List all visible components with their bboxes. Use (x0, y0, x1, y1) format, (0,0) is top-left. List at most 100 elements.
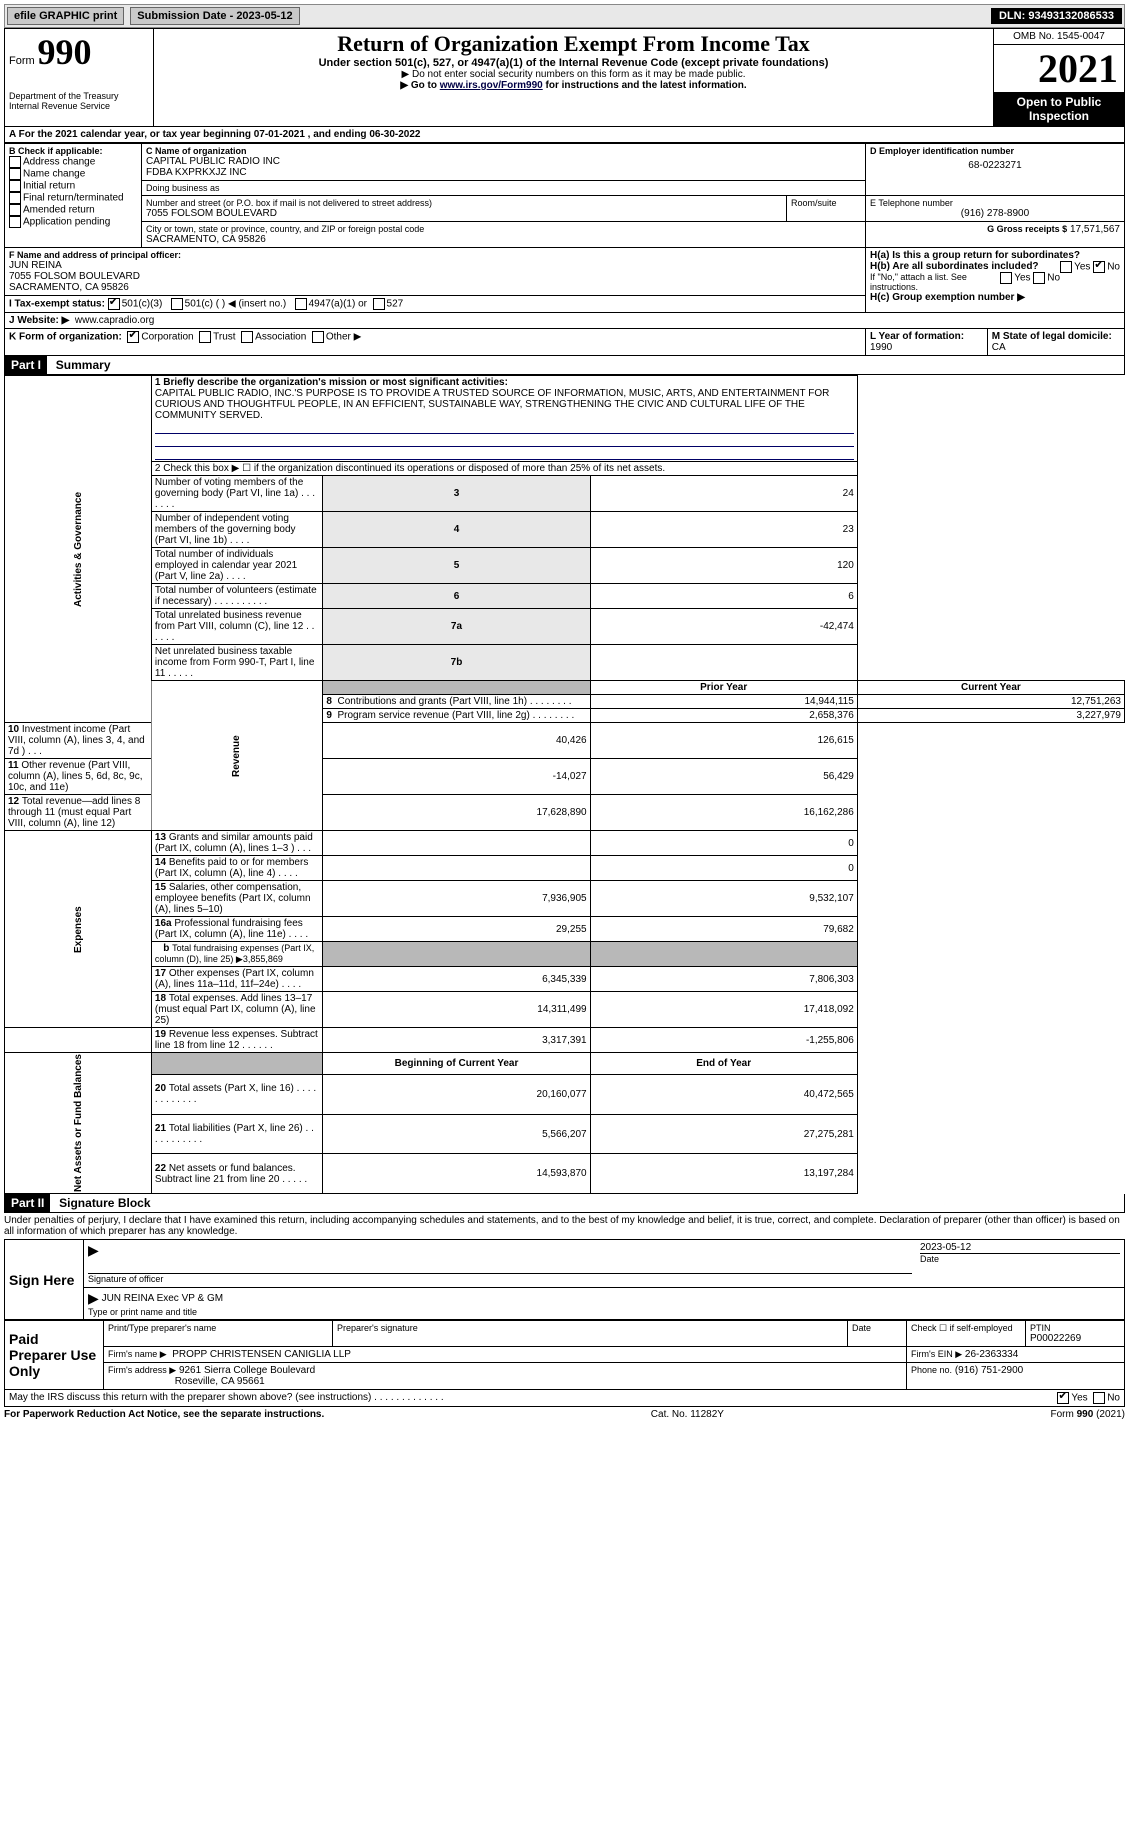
4947-label: 4947(a)(1) or (309, 299, 367, 310)
sec-revenue: Revenue (151, 681, 322, 831)
domicile-label: M State of legal domicile: (992, 331, 1112, 342)
mission-line-3 (155, 447, 854, 460)
irs-form990-link[interactable]: www.irs.gov/Form990 (440, 80, 543, 91)
4947-checkbox[interactable] (295, 298, 307, 310)
row5-text: Total number of individuals employed in … (151, 548, 322, 584)
officer-typed-name: JUN REINA Exec VP & GM (102, 1293, 224, 1304)
501c3-checkbox[interactable] (108, 298, 120, 310)
sec-expenses: Expenses (5, 831, 152, 1028)
org-name-label: C Name of organization (146, 146, 861, 156)
form-subtitle: Under section 501(c), 527, or 4947(a)(1)… (158, 57, 989, 69)
firm-addr2: Roseville, CA 95661 (175, 1376, 265, 1387)
addr-change-checkbox[interactable] (9, 156, 21, 168)
r13c: 0 (590, 831, 857, 856)
page-footer: For Paperwork Reduction Act Notice, see … (4, 1407, 1125, 1420)
sig-date-value: 2023-05-12 (920, 1242, 1120, 1253)
type-name-label: Type or print name and title (88, 1307, 1120, 1317)
ha-no-checkbox[interactable] (1093, 261, 1105, 273)
r17p: 6,345,339 (323, 967, 590, 992)
r18p: 14,311,499 (323, 992, 590, 1028)
row5-box: 5 (323, 548, 590, 584)
initial-return-checkbox[interactable] (9, 180, 21, 192)
footer-mid: Cat. No. 11282Y (651, 1409, 724, 1420)
501c-checkbox[interactable] (171, 298, 183, 310)
hb-yes: Yes (1014, 273, 1030, 284)
city-value: SACRAMENTO, CA 95826 (146, 234, 861, 245)
r15p: 7,936,905 (323, 881, 590, 917)
r21p: 5,566,207 (323, 1114, 590, 1154)
name-change-checkbox[interactable] (9, 168, 21, 180)
assoc-label: Association (255, 332, 306, 343)
prep-name-label: Print/Type preparer's name (108, 1323, 328, 1333)
r20c: 40,472,565 (590, 1075, 857, 1115)
hb-no-checkbox[interactable] (1033, 272, 1045, 284)
r8c: 12,751,263 (857, 695, 1124, 709)
trust-checkbox[interactable] (199, 331, 211, 343)
gross-receipts-value: 17,571,567 (1070, 224, 1120, 235)
527-checkbox[interactable] (373, 298, 385, 310)
r12n: 12 (8, 796, 19, 807)
col-end: End of Year (590, 1053, 857, 1075)
hb-yes-checkbox[interactable] (1000, 272, 1012, 284)
r17n: 17 (155, 968, 166, 979)
r16at: Professional fundraising fees (Part IX, … (155, 918, 308, 940)
preparer-table: Paid Preparer Use Only Print/Type prepar… (4, 1320, 1125, 1407)
year-formation-value: 1990 (870, 342, 892, 353)
other-checkbox[interactable] (312, 331, 324, 343)
row7b-box: 7b (323, 645, 590, 681)
discuss-yes: Yes (1071, 1393, 1087, 1404)
q1-label: 1 Briefly describe the organization's mi… (155, 377, 854, 388)
assoc-checkbox[interactable] (241, 331, 253, 343)
blank-header-2 (151, 1053, 322, 1075)
check-self-employed: Check ☐ if self-employed (911, 1323, 1021, 1334)
officer-addr1: 7055 FOLSOM BOULEVARD (9, 271, 861, 282)
form-number: 990 (37, 32, 91, 72)
footer-form-num: 990 (1077, 1409, 1094, 1420)
dba-label: Doing business as (146, 183, 861, 193)
prep-date-label: Date (852, 1323, 902, 1333)
form-title: Return of Organization Exempt From Incom… (158, 31, 989, 57)
r13p (323, 831, 590, 856)
part1-title: Summary (50, 358, 111, 372)
firm-name-label: Firm's name ▶ (108, 1349, 167, 1359)
firm-addr-label: Firm's address ▶ (108, 1365, 176, 1375)
ha-text: H(a) Is this a group return for subordin… (870, 250, 1080, 261)
r8t: Contributions and grants (Part VIII, lin… (338, 696, 572, 707)
dln-label: DLN: 93493132086533 (991, 8, 1122, 24)
row6-text: Total number of volunteers (estimate if … (151, 584, 322, 609)
r18n: 18 (155, 993, 166, 1004)
room-label: Room/suite (791, 198, 861, 208)
r12p: 17,628,890 (323, 795, 590, 831)
omb-number: OMB No. 1545-0047 (994, 29, 1124, 45)
note-ssn: ▶ Do not enter social security numbers o… (158, 69, 989, 80)
corp-label: Corporation (141, 332, 193, 343)
part1-table: Activities & Governance 1 Briefly descri… (4, 375, 1125, 1194)
other-label: Other ▶ (326, 332, 361, 343)
org-name-1: CAPITAL PUBLIC RADIO INC (146, 156, 861, 167)
r12t: Total revenue—add lines 8 through 11 (mu… (8, 796, 140, 829)
ha-yes-checkbox[interactable] (1060, 261, 1072, 273)
r19t: Revenue less expenses. Subtract line 18 … (155, 1029, 318, 1051)
r16ap: 29,255 (323, 917, 590, 942)
part2-header-row: Part II Signature Block (4, 1194, 1125, 1213)
city-label: City or town, state or province, country… (146, 224, 861, 234)
gross-receipts-label: G Gross receipts $ (987, 224, 1067, 234)
entity-info-table: B Check if applicable: Address change Na… (4, 143, 1125, 356)
r17c: 7,806,303 (590, 967, 857, 992)
app-pending-checkbox[interactable] (9, 216, 21, 228)
row7a-text: Total unrelated business revenue from Pa… (151, 609, 322, 645)
corp-checkbox[interactable] (127, 331, 139, 343)
app-pending-label: Application pending (23, 217, 110, 228)
r16bn: b (163, 943, 169, 954)
firm-ein-value: 26-2363334 (965, 1349, 1018, 1360)
prep-sig-label: Preparer's signature (337, 1323, 843, 1333)
r17t: Other expenses (Part IX, column (A), lin… (155, 968, 314, 990)
discuss-yes-checkbox[interactable] (1057, 1392, 1069, 1404)
discuss-no-checkbox[interactable] (1093, 1392, 1105, 1404)
row4-val: 23 (590, 512, 857, 548)
amended-checkbox[interactable] (9, 204, 21, 216)
final-return-checkbox[interactable] (9, 192, 21, 204)
part1-badge: Part I (5, 356, 47, 374)
part1-header-row: Part I Summary (4, 356, 1125, 375)
row3-val: 24 (590, 476, 857, 512)
